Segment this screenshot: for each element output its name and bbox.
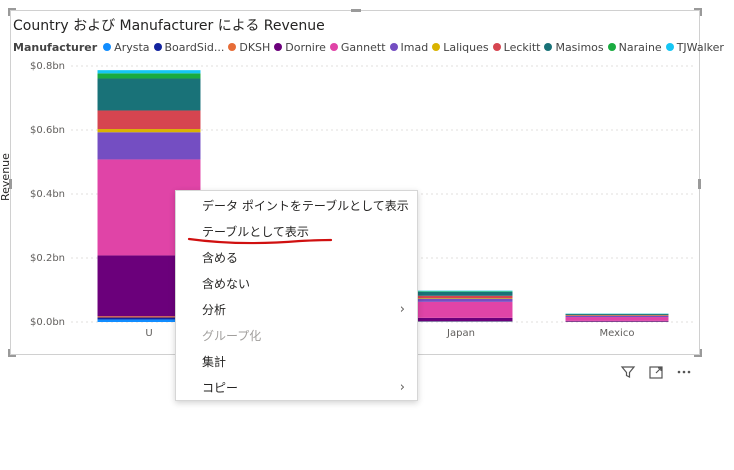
bar-segment-imad-mexico[interactable] <box>565 315 669 318</box>
x-tick-label: Mexico <box>600 328 635 339</box>
context-menu-item-label: 集計 <box>202 355 227 369</box>
legend-item[interactable]: DKSH <box>228 41 270 54</box>
legend-title: Manufacturer <box>13 40 98 54</box>
context-menu-item-label: 分析 <box>202 303 227 317</box>
resize-handle-top[interactable] <box>351 9 361 12</box>
bar-segment-gannett-mexico[interactable] <box>565 317 669 321</box>
legend-label: Dornire <box>285 40 326 54</box>
bar-segment-naraine-usa[interactable] <box>97 73 201 79</box>
legend-label: Gannett <box>340 40 386 54</box>
legend-item[interactable]: Gannett <box>329 40 386 54</box>
legend-color-dot <box>274 43 283 51</box>
bar-segment-boardsid--usa[interactable] <box>97 317 201 320</box>
filter-icon[interactable] <box>620 364 636 380</box>
context-menu-item-label: テーブルとして表示 <box>202 225 309 239</box>
legend-color-dot <box>665 43 674 51</box>
bar-segment-naraine-japan[interactable] <box>409 291 513 292</box>
legend-item[interactable]: Imad <box>389 40 429 54</box>
legend-item[interactable]: Dornire <box>274 41 326 54</box>
legend-color-dot <box>544 43 553 51</box>
context-menu-item-label: データ ポイントをテーブルとして表示 <box>202 199 409 213</box>
context-menu-item[interactable]: 分析 › <box>176 297 417 323</box>
resize-handle-bottom-right[interactable] <box>694 349 702 357</box>
legend-color-dot <box>389 43 398 51</box>
legend-label: Leckitt <box>503 40 541 54</box>
context-menu-item[interactable]: コピー › <box>176 375 417 401</box>
resize-handle-left[interactable] <box>9 179 12 189</box>
context-menu-item-label: 含める <box>202 251 239 265</box>
bar-segment-masimos-mexico[interactable] <box>565 314 669 316</box>
legend-color-dot <box>228 43 237 51</box>
legend-item[interactable]: Laliques <box>432 40 489 54</box>
context-menu-item-label: コピー <box>202 381 239 395</box>
legend-label: DKSH <box>239 40 271 54</box>
x-tick-label: Japan <box>446 328 475 339</box>
legend-item[interactable]: Masimos <box>544 40 604 54</box>
context-menu: データ ポイントをテーブルとして表示 テーブルとして表示 含める含めない分析 › グルー… <box>175 190 418 401</box>
context-menu-item[interactable]: 含める <box>176 245 417 271</box>
context-menu-item-label: 含めない <box>202 277 251 291</box>
y-tick-label: $0.6bn <box>30 125 65 136</box>
resize-handle-bottom-left[interactable] <box>8 349 16 357</box>
bar-segment-laliques-usa[interactable] <box>97 129 201 133</box>
legend-item[interactable]: Leckitt <box>492 40 541 54</box>
chevron-right-icon: › <box>399 302 405 317</box>
legend-label: TJWalker <box>676 40 724 54</box>
bar-segment-dksh-usa[interactable] <box>97 316 201 318</box>
bar-segment-dornire-mexico[interactable] <box>565 320 669 322</box>
chart-legend: Manufacturer Arysta BoardSid... DKSH Dornir… <box>13 40 728 54</box>
legend-item[interactable]: TJWalker <box>665 40 724 54</box>
legend-color-dot <box>432 43 441 51</box>
context-menu-item[interactable]: データ ポイントをテーブルとして表示 <box>176 193 417 219</box>
legend-color-dot <box>607 43 616 51</box>
legend-label: Imad <box>400 40 429 54</box>
bar-segment-arysta-usa[interactable] <box>97 319 201 322</box>
legend-item[interactable]: BoardSid... <box>153 40 225 54</box>
x-tick-label: U <box>145 328 152 339</box>
resize-handle-right[interactable] <box>698 179 701 189</box>
legend-label: Arysta <box>114 40 150 54</box>
legend-label: Naraine <box>618 40 662 54</box>
legend-item[interactable]: Naraine <box>607 40 662 54</box>
bar-segment-gannett-japan[interactable] <box>409 301 513 318</box>
bar-segment-imad-japan[interactable] <box>409 298 513 302</box>
y-tick-label: $0.4bn <box>30 189 65 200</box>
context-menu-item: グループ化 <box>176 323 417 349</box>
context-menu-item[interactable]: 集計 <box>176 349 417 375</box>
context-menu-item[interactable]: テーブルとして表示 <box>176 219 417 245</box>
legend-label: Masimos <box>555 40 604 54</box>
bar-segment-leckitt-japan[interactable] <box>409 295 513 298</box>
bar-segment-tjwalker-usa[interactable] <box>97 70 201 74</box>
y-tick-label: $0.2bn <box>30 253 65 264</box>
y-tick-label: $0.8bn <box>30 61 65 72</box>
context-menu-item[interactable]: 含めない <box>176 271 417 297</box>
visual-header-icons <box>620 364 692 380</box>
bar-segment-masimos-usa[interactable] <box>97 78 201 111</box>
legend-items: Arysta BoardSid... DKSH Dornire Gannett Imad L… <box>103 41 728 54</box>
legend-label: Laliques <box>443 40 489 54</box>
legend-item[interactable]: Arysta <box>103 40 150 54</box>
bar-segment-dornire-japan[interactable] <box>409 317 513 322</box>
resize-handle-top-left[interactable] <box>8 8 16 16</box>
legend-color-dot <box>153 43 162 51</box>
more-options-icon[interactable] <box>676 364 692 380</box>
chart-title: Country および Manufacturer による Revenue <box>13 18 325 34</box>
bar-segment-imad-usa[interactable] <box>97 132 201 160</box>
context-menu-item-label: グループ化 <box>202 329 262 343</box>
chevron-right-icon: › <box>399 380 405 395</box>
bar-segment-leckitt-usa[interactable] <box>97 110 201 130</box>
bar-segment-laliques-japan[interactable] <box>409 298 513 299</box>
legend-label: BoardSid... <box>164 40 225 54</box>
legend-color-dot <box>329 43 338 51</box>
bar-segment-tjwalker-japan[interactable] <box>409 290 513 292</box>
legend-color-dot <box>492 43 501 51</box>
y-tick-label: $0.0bn <box>30 317 65 328</box>
bar-segment-masimos-japan[interactable] <box>409 291 513 296</box>
legend-color-dot <box>103 43 112 51</box>
resize-handle-top-right[interactable] <box>694 8 702 16</box>
focus-mode-icon[interactable] <box>648 364 664 380</box>
